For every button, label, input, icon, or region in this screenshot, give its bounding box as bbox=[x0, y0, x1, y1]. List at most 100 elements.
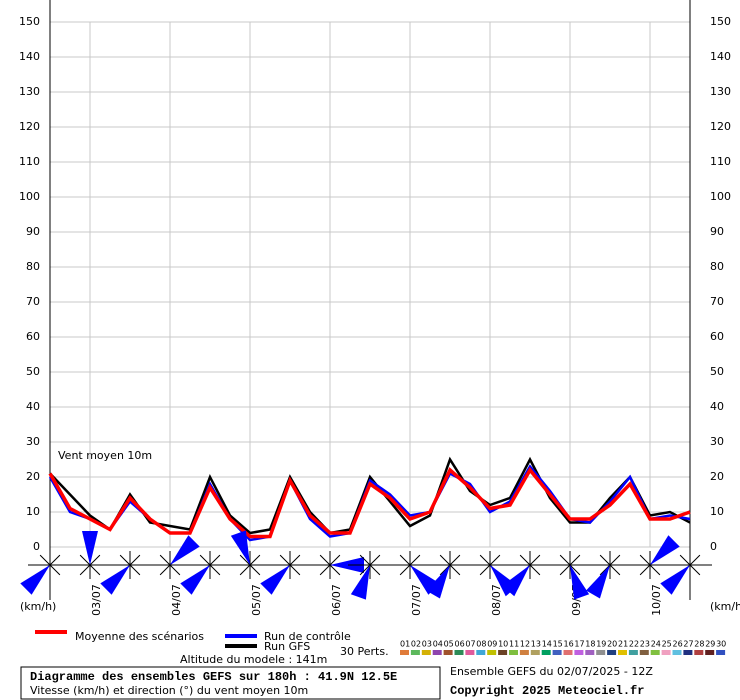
copyright: Copyright 2025 Meteociel.fr bbox=[450, 684, 644, 698]
series-line bbox=[49, 456, 691, 535]
y-tick-label: 60 bbox=[26, 330, 40, 343]
y-tick-label-right: 140 bbox=[710, 50, 731, 63]
y-tick-label-right: 50 bbox=[710, 365, 724, 378]
annotation: Vent moyen 10m bbox=[58, 449, 152, 462]
pert-swatch bbox=[443, 650, 453, 655]
y-tick-label: 10 bbox=[26, 505, 40, 518]
chart-subtitle: Vitesse (km/h) et direction (°) du vent … bbox=[30, 684, 308, 697]
pert-label: 04 bbox=[433, 640, 443, 649]
y-tick-label: 40 bbox=[26, 400, 40, 413]
y-tick-label-right: 0 bbox=[710, 540, 717, 553]
pert-label: 02 bbox=[411, 640, 421, 649]
wind-direction bbox=[82, 531, 98, 565]
pert-swatch bbox=[650, 650, 660, 655]
pert-swatch bbox=[607, 650, 617, 655]
pert-label: 14 bbox=[542, 640, 552, 649]
title-box bbox=[20, 666, 441, 700]
pert-label: 15 bbox=[553, 640, 563, 649]
pert-label: 20 bbox=[607, 640, 617, 649]
chart-title: Diagramme des ensembles GEFS sur 180h : … bbox=[30, 670, 397, 684]
x-tick-label: 05/07 bbox=[250, 584, 263, 616]
pert-swatch bbox=[400, 650, 409, 655]
wind-direction bbox=[350, 565, 370, 600]
pert-label: 22 bbox=[629, 640, 639, 649]
y-unit-left: (km/h) bbox=[20, 600, 56, 613]
wind-direction bbox=[502, 565, 530, 597]
pert-swatch bbox=[585, 650, 595, 655]
x-tick-label: 10/07 bbox=[650, 584, 663, 616]
y-tick-label-right: 130 bbox=[710, 85, 731, 98]
pert-label: 28 bbox=[694, 640, 704, 649]
pert-swatch bbox=[574, 650, 584, 655]
pert-swatch bbox=[465, 650, 475, 655]
wind-direction bbox=[650, 535, 680, 565]
pert-label: 26 bbox=[673, 640, 683, 649]
y-tick-label: 140 bbox=[19, 50, 40, 63]
pert-label: 24 bbox=[651, 640, 661, 649]
y-tick-label-right: 80 bbox=[710, 260, 724, 273]
pert-label: 29 bbox=[705, 640, 715, 649]
pert-swatch bbox=[618, 650, 627, 655]
pert-label: 07 bbox=[465, 640, 475, 649]
wind-direction bbox=[180, 565, 210, 595]
pert-swatch bbox=[683, 650, 693, 655]
wind-direction bbox=[20, 565, 50, 595]
y-tick-label: 50 bbox=[26, 365, 40, 378]
pert-swatch bbox=[454, 650, 464, 655]
pert-label: 30 bbox=[716, 640, 726, 649]
wind-direction bbox=[586, 565, 610, 599]
pert-label: 25 bbox=[662, 640, 672, 649]
pert-swatch bbox=[476, 650, 486, 655]
y-tick-label-right: 20 bbox=[710, 470, 724, 483]
legend-label: Moyenne des scénarios bbox=[75, 630, 204, 643]
y-tick-label-right: 110 bbox=[710, 155, 731, 168]
pert-label: 17 bbox=[574, 640, 584, 649]
pert-swatch bbox=[716, 650, 726, 655]
x-tick-label: 06/07 bbox=[330, 584, 343, 616]
y-tick-label: 0 bbox=[33, 540, 40, 553]
pert-swatch bbox=[541, 650, 551, 655]
x-tick-label: 04/07 bbox=[170, 584, 183, 616]
pert-swatch bbox=[410, 650, 420, 655]
y-tick-label: 150 bbox=[19, 15, 40, 28]
series-line bbox=[48, 466, 691, 539]
pert-label: 23 bbox=[640, 640, 650, 649]
pert-swatch bbox=[421, 650, 431, 655]
pert-label: 27 bbox=[683, 640, 693, 649]
pert-label: 19 bbox=[596, 640, 606, 649]
pert-label: 03 bbox=[422, 640, 432, 649]
pert-swatch bbox=[661, 650, 671, 655]
y-tick-label-right: 40 bbox=[710, 400, 724, 413]
pert-label: 12 bbox=[520, 640, 530, 649]
wind-direction bbox=[570, 565, 590, 600]
y-tick-label: 90 bbox=[26, 225, 40, 238]
y-tick-label-right: 120 bbox=[710, 120, 731, 133]
y-unit-right: (km/h) bbox=[710, 600, 740, 613]
pert-label: 18 bbox=[585, 640, 595, 649]
y-tick-label-right: 60 bbox=[710, 330, 724, 343]
pert-label: 13 bbox=[531, 640, 541, 649]
pert-swatch bbox=[487, 650, 497, 655]
wind-direction bbox=[660, 565, 690, 595]
pert-swatch bbox=[519, 650, 529, 655]
wind-direction bbox=[230, 530, 250, 565]
y-tick-label-right: 10 bbox=[710, 505, 724, 518]
x-tick-label: 03/07 bbox=[90, 584, 103, 616]
wind-direction bbox=[330, 557, 364, 573]
y-tick-label-right: 150 bbox=[710, 15, 731, 28]
y-tick-label: 110 bbox=[19, 155, 40, 168]
y-tick-label-right: 100 bbox=[710, 190, 731, 203]
pert-swatch bbox=[498, 650, 508, 655]
x-tick-label: 07/07 bbox=[410, 584, 423, 616]
pert-swatch bbox=[509, 650, 518, 655]
y-tick-label: 20 bbox=[26, 470, 40, 483]
wind-direction bbox=[260, 565, 290, 595]
pert-label: 05 bbox=[444, 640, 454, 649]
pert-swatch bbox=[705, 650, 715, 655]
y-tick-label-right: 90 bbox=[710, 225, 724, 238]
perts-label: 30 Perts. bbox=[340, 645, 389, 658]
pert-swatch bbox=[694, 650, 704, 655]
pert-label: 16 bbox=[564, 640, 574, 649]
